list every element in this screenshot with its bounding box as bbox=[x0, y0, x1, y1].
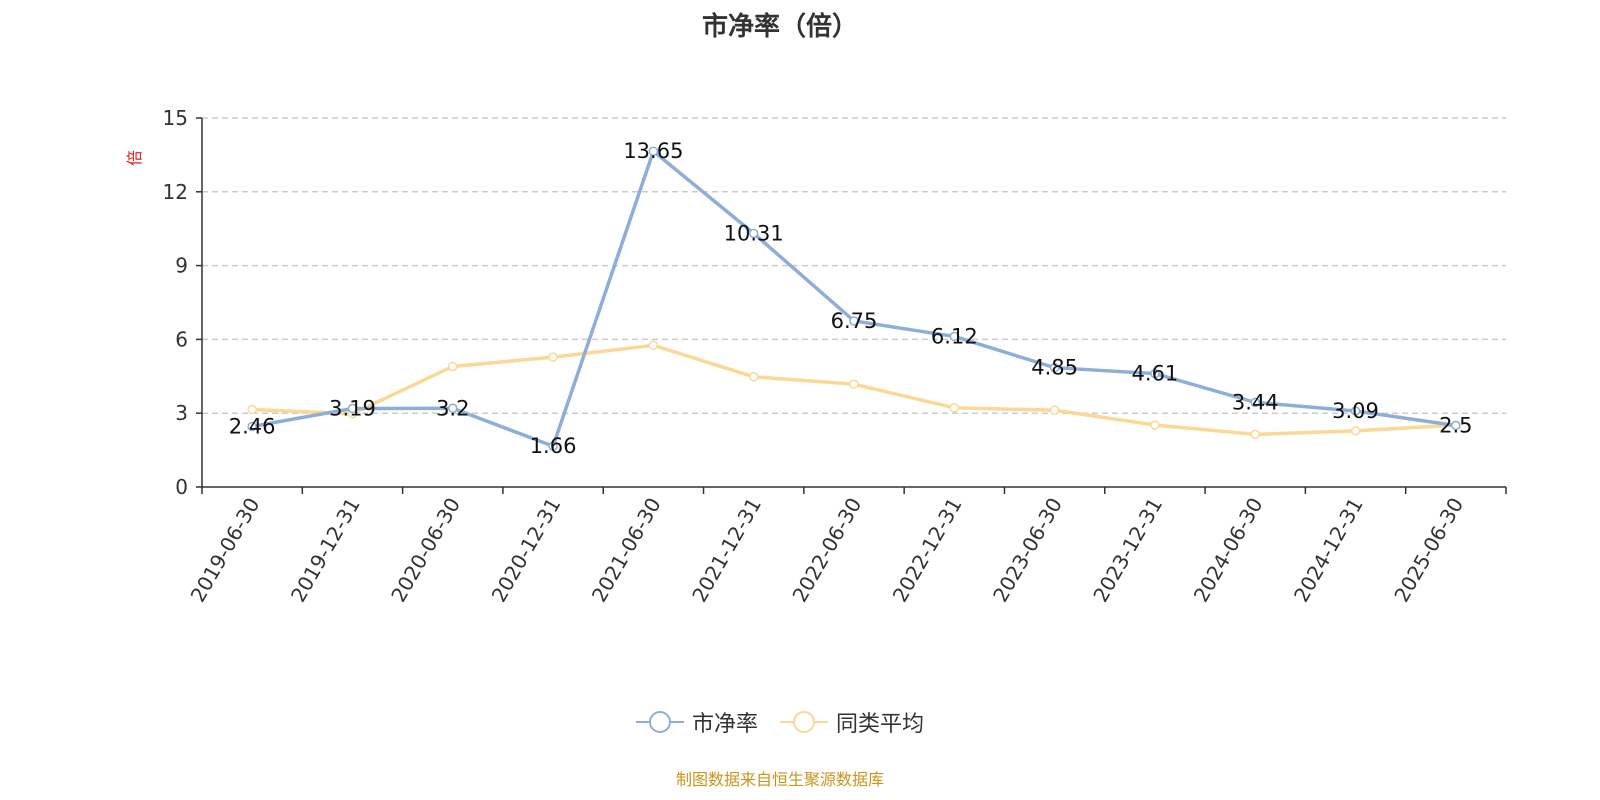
series-point-0 bbox=[1451, 420, 1461, 431]
chart-title: 市净率（倍） bbox=[701, 12, 858, 42]
series-point-1 bbox=[748, 372, 759, 382]
y-tick-label: 12 bbox=[163, 180, 188, 204]
series-point-1 bbox=[1150, 420, 1160, 430]
series-point-0 bbox=[448, 403, 458, 414]
legend-item-pb[interactable]: 市净率 bbox=[635, 706, 758, 738]
series-point-0 bbox=[1049, 362, 1060, 373]
x-tick-label: 2024-06-30 bbox=[1189, 494, 1268, 607]
y-tick-label: 0 bbox=[175, 475, 188, 499]
legend-label-peer-avg: 同类平均 bbox=[836, 712, 925, 737]
data-source-note: 制图数据来自恒生聚源数据库 bbox=[675, 770, 884, 789]
data-label: 1.66 bbox=[530, 434, 577, 458]
data-label: 3.19 bbox=[329, 397, 376, 421]
x-tick-label: 2024-12-31 bbox=[1289, 494, 1368, 607]
x-tick-label: 2023-12-31 bbox=[1088, 494, 1167, 607]
data-label: 2.46 bbox=[229, 414, 276, 438]
series-point-0 bbox=[949, 331, 960, 342]
series-point-1 bbox=[849, 379, 859, 389]
series-point-0 bbox=[247, 421, 257, 432]
series-point-0 bbox=[347, 403, 358, 414]
data-label: 10.31 bbox=[724, 221, 784, 245]
x-tick-label: 2021-06-30 bbox=[587, 494, 666, 607]
x-tick-label: 2019-12-31 bbox=[286, 494, 365, 607]
series-point-1 bbox=[247, 404, 257, 415]
series-point-1 bbox=[1250, 429, 1260, 440]
data-label: 2.5 bbox=[1439, 414, 1472, 438]
legend: 市净率 同类平均 bbox=[0, 706, 1560, 738]
series-point-0 bbox=[1150, 368, 1160, 379]
y-tick-label: 3 bbox=[175, 401, 188, 425]
y-tick-label: 15 bbox=[163, 106, 188, 130]
data-label: 4.85 bbox=[1031, 356, 1078, 380]
data-label: 4.61 bbox=[1132, 362, 1179, 386]
data-label: 6.75 bbox=[831, 309, 878, 333]
x-tick-label: 2025-06-30 bbox=[1389, 494, 1468, 607]
series-point-1 bbox=[448, 361, 458, 372]
data-label: 13.65 bbox=[623, 139, 683, 163]
series-point-0 bbox=[849, 316, 859, 326]
y-tick-label: 9 bbox=[175, 254, 188, 278]
series-point-0 bbox=[1350, 406, 1361, 416]
x-tick-label: 2022-12-31 bbox=[888, 493, 967, 606]
x-tick-label: 2019-06-30 bbox=[186, 494, 265, 607]
legend-marker-pb bbox=[635, 711, 684, 733]
x-tick-label: 2023-06-30 bbox=[988, 494, 1067, 607]
legend-item-peer-avg[interactable]: 同类平均 bbox=[780, 706, 924, 738]
legend-marker-peer-avg bbox=[780, 711, 828, 733]
y-tick-label: 6 bbox=[175, 327, 188, 351]
series-point-1 bbox=[648, 340, 659, 351]
series-point-0 bbox=[548, 441, 558, 451]
series-point-0 bbox=[748, 228, 759, 239]
data-label: 3.09 bbox=[1332, 399, 1379, 423]
x-tick-label: 2020-06-30 bbox=[386, 494, 465, 607]
series-point-1 bbox=[548, 352, 558, 362]
data-label: 3.44 bbox=[1232, 390, 1279, 414]
data-label: 6.12 bbox=[931, 324, 978, 348]
x-tick-label: 2021-12-31 bbox=[687, 494, 766, 607]
data-label: 3.2 bbox=[436, 396, 469, 420]
legend-label-pb: 市净率 bbox=[691, 712, 758, 737]
series-point-1 bbox=[1049, 405, 1060, 415]
series-point-1 bbox=[949, 403, 960, 413]
y-axis-unit-label: 倍 bbox=[125, 150, 144, 166]
x-tick-label: 2022-06-30 bbox=[787, 494, 866, 607]
series-point-1 bbox=[1350, 426, 1361, 436]
series-point-0 bbox=[648, 146, 659, 156]
series-point-0 bbox=[1250, 397, 1260, 408]
x-tick-label: 2020-12-31 bbox=[487, 494, 566, 607]
